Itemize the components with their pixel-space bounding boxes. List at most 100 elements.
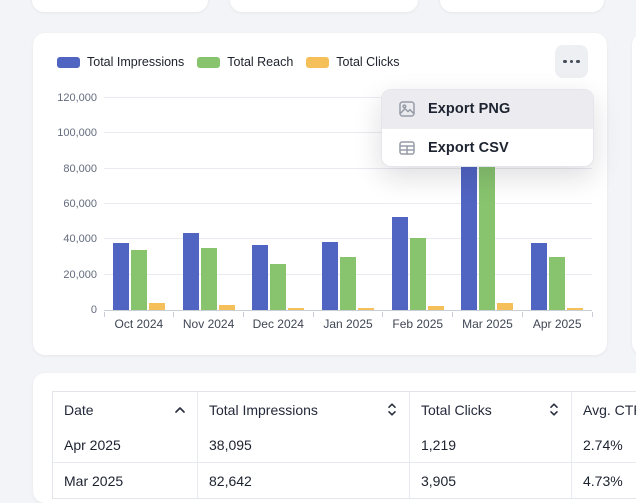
bar-total-impressions-dec-2024 [252,245,269,310]
x-axis-tick [103,312,105,317]
x-axis-tick [521,312,523,317]
column-header-label: Avg. CTR [583,401,636,418]
legend-label: Total Clicks [336,55,400,69]
bar-total-impressions-apr-2025 [531,242,548,310]
partial-card [32,0,208,12]
table-cell: Mar 2025 [64,472,124,489]
bar-total-clicks-apr-2025 [567,307,584,310]
gridline [104,132,592,134]
legend-swatch [57,56,80,68]
bar-total-clicks-mar-2025 [497,303,514,310]
table-cell: Apr 2025 [64,436,121,453]
bar-total-clicks-nov-2024 [218,305,235,310]
bar-total-reach-oct-2024 [130,249,147,310]
menu-item-label: Export PNG [428,101,511,117]
table-body: Apr 2025 38,095 1,219 2.74% Mar 2025 82,642 3,… [53,427,636,498]
bar-total-clicks-feb-2025 [427,305,444,310]
x-axis-label: Nov 2024 [182,317,235,331]
gridline [104,97,592,98]
metrics-table: Date Total Impressions Total Clicks Avg. CT… [52,391,636,499]
x-axis-tick [382,312,384,317]
bar-chart-plot [103,97,593,317]
gridline [104,203,592,204]
bar-total-reach-apr-2025 [549,257,566,310]
bar-total-reach-jan-2025 [340,257,357,310]
table-card: Date Total Impressions Total Clicks Avg. CT… [33,373,636,503]
table-header-row: Date Total Impressions Total Clicks Avg. CT… [53,392,636,427]
legend-label: Total Impressions [87,55,185,69]
bar-total-clicks-dec-2024 [288,308,305,310]
image-icon [397,99,417,119]
x-axis-tick [242,312,244,317]
table-cell: 4.73% [571,463,636,498]
y-axis-tick-label: 100,000 [57,127,97,140]
y-axis-tick-label: 60,000 [63,198,97,210]
bar-total-reach-dec-2024 [270,264,287,310]
bar-total-clicks-oct-2024 [148,302,165,310]
column-header-date[interactable]: Date [53,392,197,427]
column-header-label: Total Impressions [209,401,318,418]
bar-total-reach-feb-2025 [409,238,426,310]
bar-total-impressions-mar-2025 [461,164,478,310]
bar-groups [104,99,592,310]
dashboard-page: { "chart_data": { "type": "bar", "catego… [32,0,636,503]
x-axis-label: Feb 2025 [392,317,444,331]
partial-card [440,0,604,12]
x-axis: Oct 2024 Nov 2024 Dec 2024 Jan 2025 Feb 2025… [104,317,592,331]
table-cell: 3,905 [409,463,571,498]
x-axis-tick [312,312,314,317]
bar-total-impressions-jan-2025 [322,242,339,310]
sort-icon [548,402,560,417]
gridline [104,167,592,169]
bar-group-oct-2024 [104,99,174,310]
chart-card: Total Impressions Total Reach Total Clicks… [33,33,607,355]
y-axis: 0 20,000 40,000 60,000 80,000 100,000 120,000 [33,93,97,316]
column-header-total-clicks[interactable]: Total Clicks [409,392,571,427]
ellipsis-icon [563,59,567,64]
menu-item-label: Export CSV [428,139,509,156]
bar-total-reach-nov-2024 [200,248,217,310]
bar-total-clicks-jan-2025 [358,308,375,310]
bar-group-mar-2025 [453,99,523,310]
bar-group-dec-2024 [243,99,313,310]
legend-swatch [197,56,221,68]
y-axis-tick-label: 0 [90,304,97,316]
bar-total-impressions-nov-2024 [182,233,199,310]
legend-item-total-impressions: Total Impressions [57,55,184,69]
y-axis-tick-label: 20,000 [63,268,97,281]
column-header-total-impressions[interactable]: Total Impressions [197,392,409,427]
menu-item-export-png[interactable]: Export PNG [382,90,593,128]
table-cell: 38,095 [197,427,409,462]
column-header-label: Total Clicks [421,401,492,418]
table-row: Apr 2025 38,095 1,219 2.74% [53,427,636,462]
x-axis-label: Apr 2025 [532,317,582,331]
bar-group-jan-2025 [313,99,383,310]
partial-card [230,0,418,12]
x-axis-label: Mar 2025 [462,317,513,331]
x-axis-label: Dec 2024 [252,317,304,331]
sort-icon [386,402,398,417]
export-menu: Export PNG Export CSV [381,89,594,167]
legend-item-total-clicks: Total Clicks [306,55,400,69]
y-axis-tick-label: 40,000 [63,233,97,246]
table-cell: 1,219 [409,427,571,462]
legend-label: Total Reach [227,55,294,69]
partial-card-right [632,33,636,355]
x-axis-tick [591,312,593,317]
table-row: Mar 2025 82,642 3,905 4.73% [53,462,636,498]
x-axis-tick [173,312,175,317]
y-axis-tick-label: 80,000 [63,162,97,175]
x-axis-label: Oct 2024 [114,317,164,331]
column-header-label: Date [64,401,94,418]
table-icon [397,138,417,158]
bar-total-impressions-feb-2025 [391,217,408,310]
sort-asc-icon [174,406,186,414]
legend-item-total-reach: Total Reach [197,55,293,69]
more-options-button[interactable] [555,45,588,78]
column-header-avg-ctr[interactable]: Avg. CTR [571,392,636,427]
bar-group-apr-2025 [522,99,592,310]
table-cell: 82,642 [197,463,409,498]
menu-item-export-csv[interactable]: Export CSV [382,128,593,166]
bar-group-nov-2024 [174,99,244,310]
x-axis-label: Jan 2025 [323,317,373,331]
